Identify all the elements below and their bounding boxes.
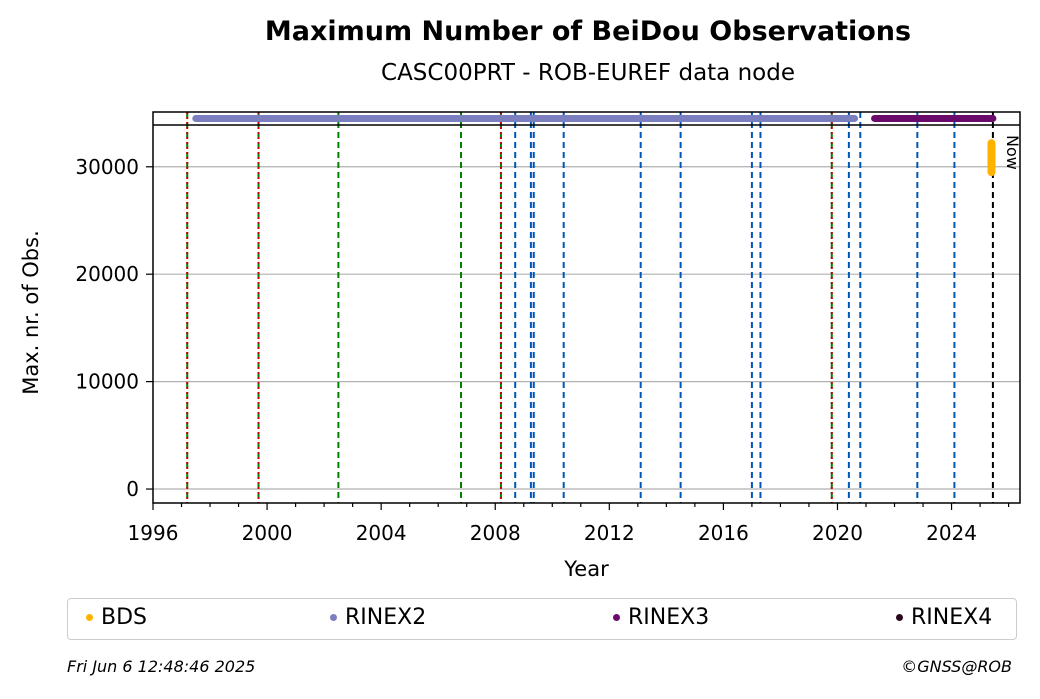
x-tick-label: 2020 bbox=[812, 521, 863, 545]
x-tick-label: 2004 bbox=[356, 521, 407, 545]
legend-marker bbox=[86, 614, 93, 621]
legend-label: RINEX3 bbox=[628, 605, 710, 630]
chart-title: Maximum Number of BeiDou Observations bbox=[264, 16, 912, 47]
legend-item-rinex4: RINEX4 bbox=[896, 605, 992, 630]
y-tick-label: 30000 bbox=[75, 155, 139, 179]
y-axis-label: Max. nr. of Obs. bbox=[19, 230, 43, 395]
chart-plot: Now 1996 2000 2004 2008 2012 2016 2020 2024 0 1000… bbox=[19, 111, 1022, 581]
y-tick-label: 0 bbox=[126, 477, 139, 501]
x-tick-label: 2008 bbox=[470, 521, 521, 545]
legend-item-rinex3: RINEX3 bbox=[613, 605, 709, 630]
legend-label: BDS bbox=[101, 605, 147, 630]
legend-marker bbox=[613, 614, 620, 621]
x-tick-label: 1996 bbox=[128, 521, 179, 545]
x-axis-label: Year bbox=[563, 557, 609, 581]
legend-marker bbox=[896, 614, 903, 621]
legend-label: RINEX4 bbox=[911, 605, 993, 630]
legend-marker bbox=[330, 614, 337, 621]
footer-timestamp: Fri Jun 6 12:48:46 2025 bbox=[67, 657, 256, 676]
x-tick-label: 2016 bbox=[698, 521, 749, 545]
y-tick-label: 10000 bbox=[75, 370, 139, 394]
x-tick-label: 2012 bbox=[584, 521, 635, 545]
footer-credit: ©GNSS@ROB bbox=[901, 657, 1012, 676]
legend-label: RINEX2 bbox=[345, 605, 427, 630]
chart-subtitle: CASC00PRT - ROB-EUREF data node bbox=[381, 60, 795, 86]
now-label: Now bbox=[1003, 135, 1022, 170]
legend: BDS RINEX2 RINEX3 RINEX4 bbox=[67, 598, 1017, 640]
plot-frame bbox=[152, 111, 1021, 504]
legend-item-rinex2: RINEX2 bbox=[330, 605, 426, 630]
x-tick-label: 2000 bbox=[242, 521, 293, 545]
y-tick-label: 20000 bbox=[75, 262, 139, 286]
x-tick-label: 2024 bbox=[926, 521, 977, 545]
legend-item-bds: BDS bbox=[86, 605, 147, 630]
